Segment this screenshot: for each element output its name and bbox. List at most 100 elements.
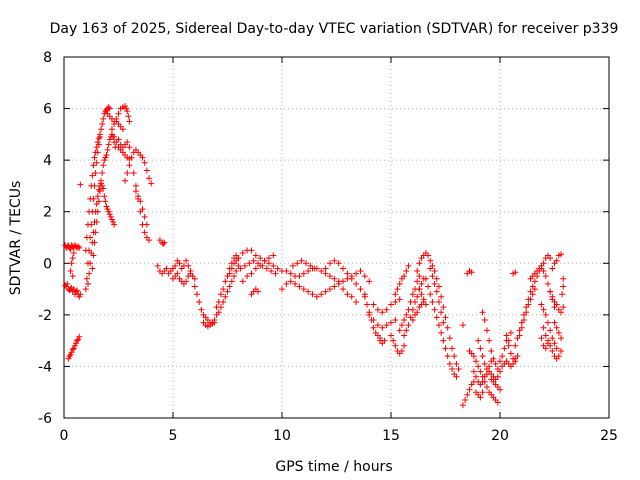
- data-point: [483, 327, 490, 334]
- data-point: [383, 306, 390, 313]
- data-point: [523, 309, 530, 316]
- data-point: [98, 126, 105, 133]
- data-point: [91, 239, 98, 246]
- data-point: [414, 309, 421, 316]
- data-point: [512, 269, 519, 276]
- y-tick-label: 4: [43, 153, 52, 169]
- data-point: [479, 389, 486, 396]
- data-point: [326, 286, 333, 293]
- data-point: [344, 291, 351, 298]
- data-point: [555, 353, 562, 360]
- data-point: [83, 234, 90, 241]
- data-point: [274, 265, 281, 272]
- data-point: [538, 301, 545, 308]
- data-point: [124, 108, 131, 115]
- data-point: [492, 360, 499, 367]
- data-point: [126, 162, 133, 169]
- data-point: [71, 342, 78, 349]
- data-point: [246, 260, 253, 267]
- data-point: [486, 363, 493, 370]
- data-point: [549, 347, 556, 354]
- data-point: [348, 293, 355, 300]
- data-point: [553, 301, 560, 308]
- data-point: [318, 291, 325, 298]
- data-point: [66, 353, 73, 360]
- data-point: [287, 270, 294, 277]
- data-point: [77, 291, 84, 298]
- data-point: [139, 154, 146, 161]
- data-point: [479, 353, 486, 360]
- data-point: [429, 273, 436, 280]
- data-point: [403, 327, 410, 334]
- axis-ticks: 0 5 10 15 20 25 -6 -4 -2 0 2 4 6 8: [38, 50, 618, 444]
- data-point: [540, 324, 547, 331]
- data-point: [84, 221, 91, 228]
- data-point: [64, 280, 71, 287]
- data-point: [438, 329, 445, 336]
- x-tick-label: 0: [60, 428, 69, 444]
- data-point: [183, 278, 190, 285]
- data-point: [70, 345, 77, 352]
- data-point: [263, 265, 270, 272]
- data-point: [547, 255, 554, 262]
- data-point: [99, 121, 106, 128]
- data-point: [449, 366, 456, 373]
- y-tick-label: 0: [43, 256, 52, 272]
- data-point: [510, 360, 517, 367]
- x-tick-label: 5: [169, 428, 178, 444]
- data-point: [431, 306, 438, 313]
- data-point: [72, 340, 79, 347]
- data-point: [67, 351, 74, 358]
- data-point: [442, 314, 449, 321]
- data-point: [198, 306, 205, 313]
- data-point: [542, 311, 549, 318]
- data-point: [420, 296, 427, 303]
- data-point: [379, 324, 386, 331]
- data-point: [435, 298, 442, 305]
- x-axis-label: GPS time / hours: [275, 459, 392, 475]
- data-point: [473, 358, 480, 365]
- data-point: [176, 260, 183, 267]
- data-point: [531, 286, 538, 293]
- data-point: [103, 203, 110, 210]
- data-point: [475, 337, 482, 344]
- data-point: [106, 211, 113, 218]
- data-point: [257, 255, 264, 262]
- data-point: [239, 278, 246, 285]
- data-point: [105, 104, 112, 111]
- data-point: [560, 283, 567, 290]
- x-tick-label: 20: [491, 428, 509, 444]
- data-point: [250, 257, 257, 264]
- data-point: [96, 131, 103, 138]
- data-point: [392, 342, 399, 349]
- data-point: [381, 337, 388, 344]
- data-point: [68, 349, 75, 356]
- data-point: [503, 332, 510, 339]
- data-point: [429, 298, 436, 305]
- data-point: [196, 298, 203, 305]
- data-point: [268, 268, 275, 275]
- data-point: [82, 247, 89, 254]
- data-point: [102, 198, 109, 205]
- data-point: [92, 229, 99, 236]
- data-point: [435, 322, 442, 329]
- data-point: [115, 110, 122, 117]
- data-point: [89, 172, 96, 179]
- data-point: [122, 102, 129, 109]
- data-point: [130, 170, 137, 177]
- data-point: [361, 293, 368, 300]
- data-point: [479, 378, 486, 385]
- data-point: [215, 309, 222, 316]
- data-point: [105, 141, 112, 148]
- data-point: [401, 342, 408, 349]
- data-point: [442, 345, 449, 352]
- data-point: [101, 157, 108, 164]
- data-point: [558, 309, 565, 316]
- data-point: [100, 115, 107, 122]
- data-point: [398, 322, 405, 329]
- data-point: [298, 257, 305, 264]
- data-point: [163, 265, 170, 272]
- data-point: [398, 347, 405, 354]
- data-point: [141, 229, 148, 236]
